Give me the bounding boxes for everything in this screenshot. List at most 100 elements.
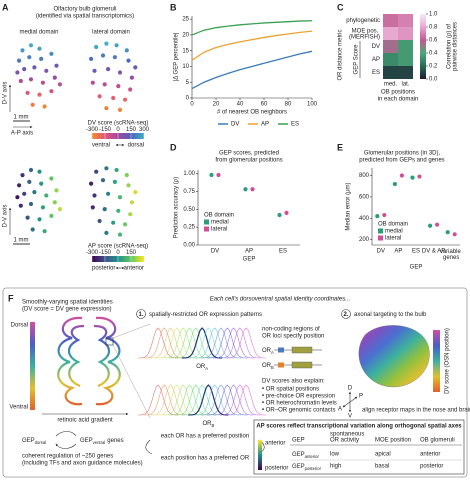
glomerulus	[117, 107, 123, 112]
colorbar-end-label: posterior	[92, 266, 115, 272]
y-tick-label: 15	[182, 48, 189, 54]
glomerulus	[116, 84, 121, 89]
x-tick-label: AP	[394, 249, 402, 255]
glomerulus	[52, 75, 57, 80]
note-title: DV scores also explain:	[262, 379, 325, 385]
glomerulus	[28, 43, 34, 48]
step-number: 1.	[138, 312, 143, 318]
text-base: OR	[196, 364, 206, 370]
text-sub: anterior	[305, 454, 320, 459]
gene-program: GEPdorsal	[22, 438, 46, 445]
y-tick-label: 1.00	[183, 171, 195, 177]
y-tick-label: 0	[186, 96, 190, 102]
y-tick-label: 10	[182, 64, 189, 70]
table-header: OR activity	[330, 438, 359, 444]
expression-curve	[226, 327, 267, 359]
label: GEP	[243, 257, 256, 263]
glomerulus	[100, 178, 106, 183]
glomerulus	[106, 67, 111, 72]
glomerulus	[90, 205, 95, 210]
text-sub: B	[212, 423, 215, 428]
glomerulus	[25, 215, 30, 220]
note-item: • OR spatial positions	[262, 387, 319, 393]
glomerulus	[117, 70, 123, 75]
colorbar-label: Correlation (ρ) of	[447, 24, 453, 69]
or-gene	[291, 346, 313, 354]
regulatory-element	[278, 347, 284, 353]
header: Each cell's dorsoventral spatial identit…	[210, 297, 351, 303]
glomerulus	[128, 212, 133, 217]
step-badge	[136, 309, 146, 319]
expression-curve	[175, 327, 216, 359]
x-tick-label: ES	[279, 249, 287, 255]
cycle-arrow	[145, 440, 265, 455]
axis-arrow	[342, 396, 358, 408]
gradient-label: retinoic acid gradient	[57, 418, 113, 424]
glomerulus	[32, 190, 37, 195]
label-line: (MERFISH)	[349, 34, 380, 40]
glomerulus	[20, 173, 25, 178]
legend-label: medial	[211, 220, 229, 226]
glomerulus	[49, 51, 54, 56]
legend-title: OB domain	[204, 213, 234, 219]
or-label: ORB	[203, 421, 215, 428]
label-line: genes	[443, 255, 459, 261]
table-header: MOE position	[375, 438, 411, 444]
text-base: OR	[262, 348, 272, 354]
glomerulus	[117, 195, 123, 200]
heat-cell	[398, 40, 413, 53]
expression-curve	[163, 327, 204, 359]
expression-curve	[207, 327, 248, 359]
plot-title: from glomerular positions	[215, 158, 282, 164]
table-cell: high	[330, 464, 341, 470]
glomerulus	[129, 75, 134, 80]
dot	[209, 172, 214, 178]
expression-curve	[226, 384, 267, 416]
colorbar-tick-label: 0	[116, 250, 120, 256]
expression-curve	[169, 384, 210, 416]
step-number: 2.	[343, 312, 348, 318]
expression-curve	[137, 327, 179, 359]
colorbar-tick-label: 1.0	[429, 12, 438, 18]
glomerulus	[133, 190, 138, 195]
text-base: GEP	[22, 438, 35, 444]
glomerulus	[116, 208, 121, 213]
dot	[428, 223, 433, 228]
table-cell: anterior	[420, 452, 440, 458]
glomerulus	[28, 201, 34, 207]
expression-curve	[175, 384, 216, 416]
axis-letter: A	[338, 407, 342, 413]
colorbar-end-label: ventral	[92, 143, 110, 149]
series-line	[191, 50, 313, 90]
inset-line	[112, 323, 151, 339]
glomerulus	[123, 222, 128, 227]
y-tick-label: 0.25	[183, 225, 195, 231]
heat-cell	[398, 14, 413, 27]
note-item: • OR heterochromatin levels	[262, 401, 337, 407]
glomerulus	[22, 67, 27, 72]
legend-swatch	[378, 235, 383, 241]
colorbar-tick-label: 0.6	[429, 38, 438, 44]
label-line: MOE pos.	[352, 28, 380, 34]
expression-curve	[213, 384, 254, 416]
row-label: AP	[372, 57, 380, 63]
expression-curve	[213, 327, 254, 359]
panel-f-frame	[2, 287, 468, 478]
dv-colorbar	[30, 322, 35, 410]
olfactory-bulb	[358, 325, 430, 388]
or-label: ORA	[196, 364, 208, 371]
colorbar-label: DV score (OSN position)	[445, 328, 451, 394]
glomerulus	[22, 191, 27, 196]
glomerulus	[126, 58, 131, 63]
glomerulus	[104, 230, 109, 235]
x-tick-label: 100	[307, 102, 318, 108]
step-title: axonal targeting to the bulb	[354, 312, 427, 318]
table-cell: apical	[375, 452, 391, 458]
expression-curve	[156, 327, 197, 359]
glomerulus	[37, 169, 42, 174]
expression-curve	[150, 327, 191, 359]
panel-label: F	[8, 293, 14, 303]
colorbar-tick-label: 150	[126, 127, 137, 133]
note-item: • pre-choice OR expression	[262, 394, 335, 400]
glomerulus	[129, 200, 134, 205]
